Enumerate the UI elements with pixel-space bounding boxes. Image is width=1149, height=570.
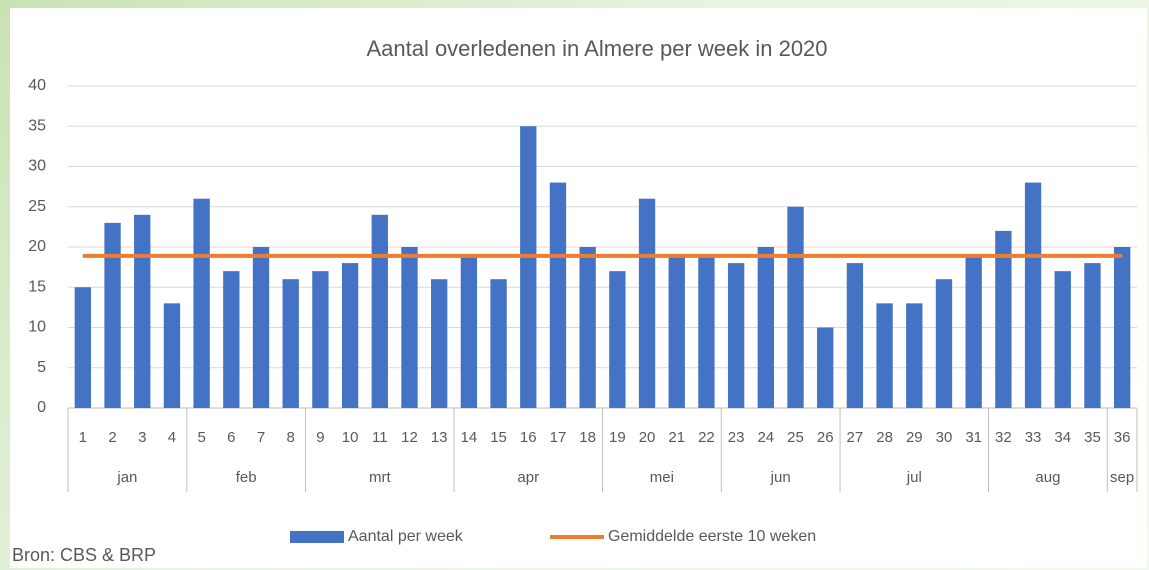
- bar: [876, 303, 893, 408]
- bar: [74, 287, 92, 408]
- bar: [371, 214, 388, 408]
- bar: [1084, 263, 1101, 408]
- x-tick-label: 11: [372, 429, 388, 446]
- x-tick-label: 15: [490, 429, 507, 446]
- x-tick-label: 6: [227, 429, 235, 446]
- x-tick-label: 27: [847, 429, 864, 446]
- legend-label: Gemiddelde eerste 10 weken: [608, 528, 816, 545]
- bar: [995, 230, 1012, 408]
- bar: [1054, 271, 1071, 408]
- bar: [163, 303, 181, 408]
- x-tick-label: 32: [995, 429, 1012, 446]
- y-tick-label: 10: [28, 319, 46, 336]
- month-label: apr: [517, 469, 539, 486]
- bar: [965, 255, 982, 408]
- bar: [609, 271, 626, 408]
- bar: [579, 247, 596, 408]
- x-tick-label: 17: [550, 429, 567, 446]
- bar: [698, 255, 715, 408]
- y-tick-label: 5: [37, 359, 46, 376]
- x-tick-label: 19: [609, 429, 626, 446]
- chart-title: Aantal overledenen in Almere per week in…: [366, 36, 827, 61]
- bar: [104, 222, 121, 408]
- x-tick-label: 30: [936, 429, 953, 446]
- bar: [460, 255, 478, 408]
- x-tick-label: 8: [287, 429, 295, 446]
- x-tick-label: 26: [817, 429, 834, 446]
- y-tick-label: 15: [28, 278, 46, 295]
- x-tick-label: 18: [579, 429, 596, 446]
- x-tick-label: 22: [698, 429, 715, 446]
- y-tick-label: 0: [37, 399, 46, 416]
- x-tick-label: 16: [520, 429, 537, 446]
- x-tick-label: 29: [906, 429, 923, 446]
- legend-swatch: [290, 531, 344, 543]
- x-tick-label: 28: [876, 429, 893, 446]
- bar: [312, 271, 329, 408]
- bar: [638, 198, 656, 408]
- y-tick-label: 30: [28, 158, 46, 175]
- source-note: Bron: CBS & BRP: [12, 545, 156, 565]
- y-tick-label: 25: [28, 198, 46, 215]
- month-label: sep: [1110, 469, 1134, 486]
- x-tick-label: 2: [108, 429, 116, 446]
- bar: [341, 263, 359, 408]
- legend-label: Aantal per week: [348, 528, 464, 545]
- y-tick-label: 40: [28, 77, 46, 94]
- bar: [787, 206, 804, 408]
- x-tick-label: 3: [138, 429, 146, 446]
- x-tick-label: 12: [401, 429, 418, 446]
- x-tick-label: 13: [431, 429, 448, 446]
- x-tick-label: 24: [757, 429, 774, 446]
- bar: [757, 247, 774, 408]
- x-tick-label: 25: [787, 429, 804, 446]
- month-label: jan: [116, 469, 137, 486]
- x-tick-label: 23: [728, 429, 745, 446]
- x-tick-label: 33: [1025, 429, 1042, 446]
- month-label: mrt: [369, 469, 391, 486]
- month-label: jun: [770, 469, 791, 486]
- bar: [520, 126, 537, 408]
- bar: [817, 327, 834, 408]
- x-tick-label: 4: [168, 429, 176, 446]
- x-tick-label: 34: [1054, 429, 1071, 446]
- x-tick-label: 20: [639, 429, 656, 446]
- y-tick-label: 35: [28, 117, 46, 134]
- bar: [727, 263, 745, 408]
- bar: [282, 279, 299, 408]
- x-tick-label: 14: [461, 429, 478, 446]
- bar: [401, 247, 418, 408]
- bar: [906, 303, 923, 408]
- bar: [935, 279, 953, 408]
- bar: [193, 198, 210, 408]
- bar: [431, 279, 448, 408]
- month-label: jul: [906, 469, 922, 486]
- y-tick-label: 20: [28, 238, 46, 255]
- month-label: feb: [236, 469, 257, 486]
- bar: [223, 271, 240, 408]
- bar: [490, 279, 507, 408]
- x-tick-label: 36: [1114, 429, 1131, 446]
- month-label: aug: [1035, 469, 1060, 486]
- month-label: mei: [650, 469, 674, 486]
- x-tick-label: 1: [79, 429, 87, 446]
- x-tick-label: 31: [965, 429, 982, 446]
- x-tick-label: 9: [316, 429, 324, 446]
- x-tick-label: 5: [197, 429, 205, 446]
- bar: [1024, 182, 1042, 408]
- bar: [668, 255, 685, 408]
- bar: [134, 214, 151, 408]
- bar: [549, 182, 567, 408]
- bar: [846, 263, 864, 408]
- x-tick-label: 21: [668, 429, 685, 446]
- x-tick-label: 35: [1084, 429, 1101, 446]
- bar: [252, 247, 270, 408]
- x-tick-label: 10: [342, 429, 359, 446]
- bar: [1113, 247, 1131, 408]
- x-tick-label: 7: [257, 429, 265, 446]
